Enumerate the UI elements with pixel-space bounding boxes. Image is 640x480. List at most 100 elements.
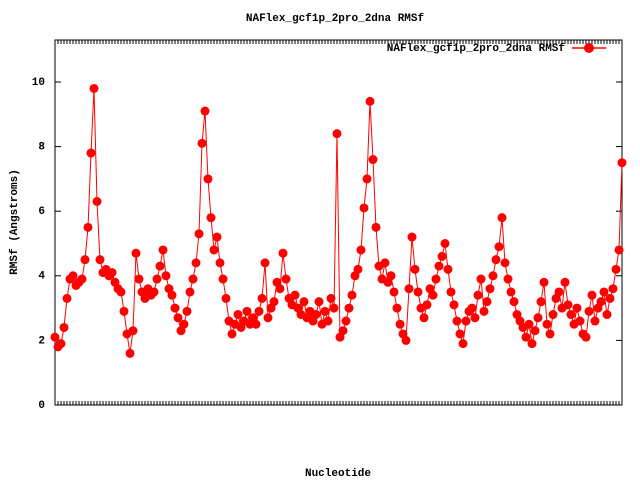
data-point	[149, 287, 159, 297]
data-point	[428, 290, 438, 300]
data-point	[119, 306, 129, 316]
data-point	[215, 258, 225, 268]
y-tick-label: 0	[38, 400, 45, 412]
data-point	[614, 245, 624, 255]
data-point	[386, 271, 396, 281]
data-point	[341, 316, 351, 326]
data-point	[95, 255, 105, 265]
data-point	[608, 284, 618, 294]
y-tick-label: 10	[32, 77, 45, 89]
data-point	[167, 290, 177, 300]
data-point	[269, 297, 279, 307]
data-point	[227, 329, 237, 339]
data-point	[77, 274, 87, 284]
data-point	[356, 245, 366, 255]
data-point	[524, 319, 534, 329]
data-point	[545, 329, 555, 339]
data-point	[572, 303, 582, 313]
y-tick-label: 4	[38, 271, 45, 283]
data-point	[560, 277, 570, 287]
data-point	[197, 138, 207, 148]
data-point	[173, 313, 183, 323]
data-point	[563, 300, 573, 310]
data-point	[353, 264, 363, 274]
data-point	[62, 293, 72, 303]
data-point	[611, 264, 621, 274]
data-point	[152, 274, 162, 284]
data-point	[254, 306, 264, 316]
y-tick-label: 6	[38, 206, 45, 218]
data-point	[170, 303, 180, 313]
y-axis-label: RMSf (Angstroms)	[9, 169, 21, 275]
data-point	[536, 297, 546, 307]
data-point	[323, 316, 333, 326]
data-point	[542, 319, 552, 329]
data-point	[80, 255, 90, 265]
data-point	[332, 129, 342, 139]
data-point	[182, 306, 192, 316]
data-point	[128, 326, 138, 336]
data-point	[521, 332, 531, 342]
data-point	[221, 293, 231, 303]
data-point	[581, 332, 591, 342]
data-point	[92, 197, 102, 207]
data-point	[533, 313, 543, 323]
data-point	[242, 306, 252, 316]
data-point	[407, 232, 417, 242]
data-point	[434, 261, 444, 271]
data-point	[380, 258, 390, 268]
chart-title: NAFlex_gcf1p_2pro_2dna RMSf	[246, 13, 425, 25]
data-point	[83, 222, 93, 232]
data-point	[494, 242, 504, 252]
data-point	[278, 248, 288, 258]
data-point	[299, 297, 309, 307]
data-point	[320, 306, 330, 316]
data-point	[527, 339, 537, 349]
data-point	[443, 264, 453, 274]
data-point	[311, 310, 321, 320]
data-point	[479, 306, 489, 316]
data-point	[401, 335, 411, 345]
data-point	[206, 213, 216, 223]
data-point	[50, 332, 60, 342]
data-point	[185, 287, 195, 297]
data-point	[431, 274, 441, 284]
data-point	[131, 248, 141, 258]
data-point	[359, 203, 369, 213]
plot-border	[54, 39, 623, 406]
data-point	[575, 316, 585, 326]
data-point	[539, 277, 549, 287]
data-point	[458, 339, 468, 349]
data-point	[596, 297, 606, 307]
y-tick-label: 2	[38, 335, 45, 347]
data-point	[155, 261, 165, 271]
data-point	[209, 245, 219, 255]
data-point	[368, 155, 378, 165]
data-point	[410, 264, 420, 274]
data-point	[158, 245, 168, 255]
data-point	[485, 284, 495, 294]
data-point	[509, 297, 519, 307]
data-point	[161, 271, 171, 281]
x-axis-label: Nucleotide	[305, 468, 371, 480]
data-point	[218, 274, 228, 284]
data-point	[347, 290, 357, 300]
data-point	[437, 251, 447, 261]
data-point	[194, 229, 204, 239]
data-point	[488, 271, 498, 281]
data-point	[440, 238, 450, 248]
data-point	[599, 287, 609, 297]
data-point	[329, 303, 339, 313]
data-point	[419, 313, 429, 323]
data-point	[314, 297, 324, 307]
data-point	[389, 287, 399, 297]
data-point	[602, 310, 612, 320]
data-point	[344, 303, 354, 313]
data-point	[584, 306, 594, 316]
data-point	[452, 316, 462, 326]
data-point	[203, 174, 213, 184]
data-point	[617, 158, 627, 168]
data-point	[107, 268, 117, 278]
data-point	[530, 326, 540, 336]
data-point	[500, 258, 510, 268]
